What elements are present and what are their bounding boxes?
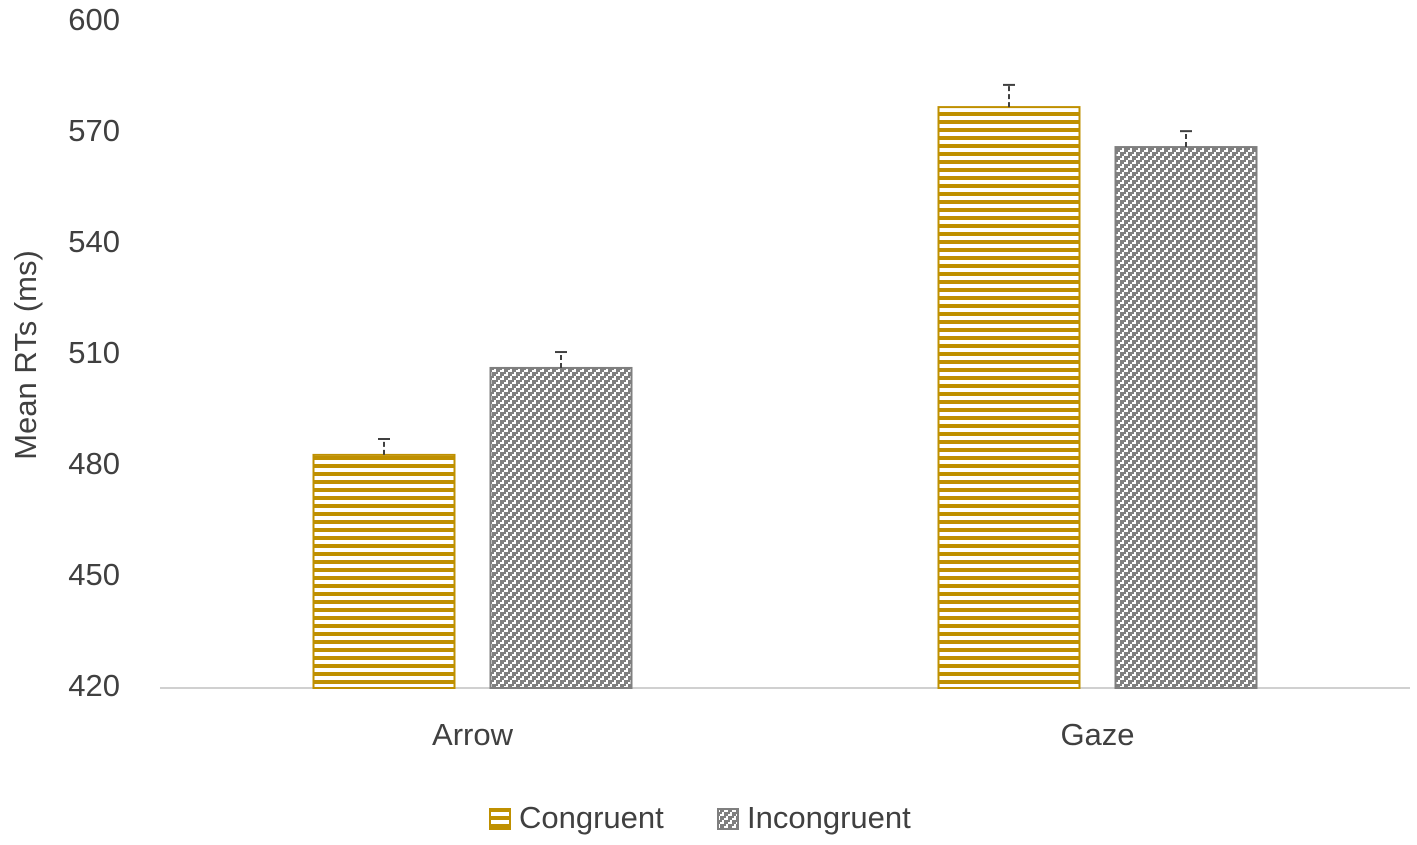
y-tick-label: 540	[68, 224, 120, 259]
bar	[312, 453, 456, 689]
y-tick-label: 570	[68, 113, 120, 148]
legend-label: Congruent	[519, 800, 664, 835]
bar	[1114, 146, 1258, 689]
y-tick-label: 600	[68, 2, 120, 37]
error-bar	[1180, 130, 1192, 148]
y-tick-label: 450	[68, 557, 120, 592]
x-tick-label: Gaze	[1060, 717, 1134, 752]
error-bar	[555, 351, 567, 368]
bar	[937, 106, 1081, 690]
y-tick-label: 510	[68, 335, 120, 370]
bar	[489, 366, 633, 689]
y-axis-title: Mean RTs (ms)	[8, 250, 43, 460]
error-bar	[1003, 83, 1015, 108]
legend-label: Incongruent	[747, 800, 911, 835]
legend-swatch	[717, 808, 739, 830]
error-bar	[378, 437, 390, 455]
x-tick-label: Arrow	[432, 717, 514, 752]
legend-swatch	[489, 808, 511, 830]
y-tick-label: 480	[68, 446, 120, 481]
y-tick-label: 420	[68, 668, 120, 703]
